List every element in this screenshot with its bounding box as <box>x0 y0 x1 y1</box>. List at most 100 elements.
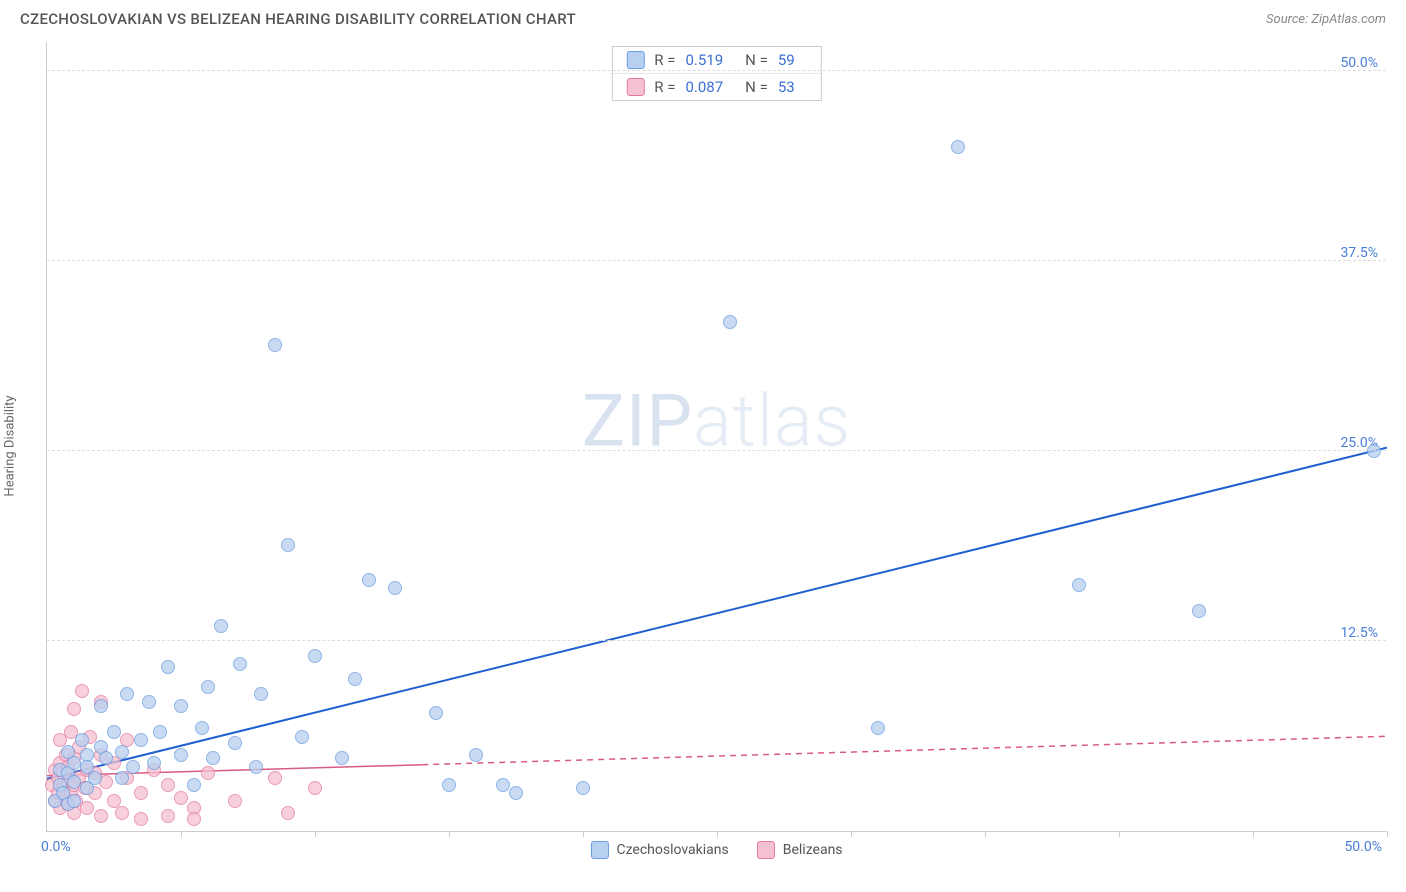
data-point-czech <box>254 687 268 701</box>
data-point-belize <box>94 809 108 823</box>
gridline <box>47 260 1386 261</box>
n-label: N = <box>745 51 768 69</box>
data-point-belize <box>201 766 215 780</box>
data-point-czech <box>469 748 483 762</box>
data-point-czech <box>126 760 140 774</box>
data-point-czech <box>195 721 209 735</box>
data-point-czech <box>723 315 737 329</box>
data-point-czech <box>308 649 322 663</box>
y-tick-label: 50.0% <box>1340 55 1378 71</box>
legend-label-belize: Belizeans <box>783 842 843 858</box>
x-tick <box>851 831 852 837</box>
chart-title: CZECHOSLOVAKIAN VS BELIZEAN HEARING DISA… <box>20 10 576 28</box>
source-label: Source: ZipAtlas.com <box>1266 12 1386 27</box>
data-point-czech <box>214 619 228 633</box>
scatter-chart: ZIPatlas R = 0.519 N = 59 R = 0.087 N = … <box>46 42 1386 832</box>
data-point-czech <box>233 657 247 671</box>
legend-label-czech: Czechoslovakians <box>616 842 728 858</box>
data-point-belize <box>308 781 322 795</box>
data-point-czech <box>335 751 349 765</box>
data-point-czech <box>1192 604 1206 618</box>
data-point-czech <box>187 778 201 792</box>
x-tick <box>583 831 584 837</box>
data-point-czech <box>295 730 309 744</box>
r-value-czech: 0.519 <box>685 51 723 69</box>
data-point-belize <box>161 778 175 792</box>
data-point-czech <box>268 338 282 352</box>
x-tick <box>717 831 718 837</box>
data-point-czech <box>429 706 443 720</box>
data-point-czech <box>576 781 590 795</box>
legend-series: Czechoslovakians Belizeans <box>590 841 842 859</box>
y-axis-label: Hearing Disability <box>3 395 18 496</box>
data-point-czech <box>496 778 510 792</box>
data-point-belize <box>228 794 242 808</box>
data-point-czech <box>115 745 129 759</box>
x-origin-label: 0.0% <box>41 839 71 855</box>
trend-lines-svg <box>47 42 1387 832</box>
data-point-czech <box>951 140 965 154</box>
n-value-belize: 53 <box>778 78 795 96</box>
gridline <box>47 640 1386 641</box>
data-point-czech <box>348 672 362 686</box>
gridline <box>47 70 1386 71</box>
data-point-czech <box>107 725 121 739</box>
r-label: R = <box>654 78 675 96</box>
legend-item-belize: Belizeans <box>757 841 843 859</box>
data-point-czech <box>249 760 263 774</box>
data-point-czech <box>88 771 102 785</box>
data-point-belize <box>174 791 188 805</box>
x-tick <box>1387 831 1388 837</box>
x-tick <box>181 831 182 837</box>
y-tick-label: 12.5% <box>1340 625 1378 641</box>
data-point-czech <box>1367 444 1381 458</box>
swatch-belize-icon <box>757 841 775 859</box>
swatch-czech-icon <box>590 841 608 859</box>
data-point-czech <box>67 756 81 770</box>
data-point-belize <box>187 812 201 826</box>
data-point-belize <box>134 786 148 800</box>
data-point-czech <box>174 748 188 762</box>
gridline <box>47 450 1386 451</box>
data-point-czech <box>147 756 161 770</box>
data-point-belize <box>134 812 148 826</box>
swatch-czech-icon <box>626 51 644 69</box>
data-point-czech <box>153 725 167 739</box>
data-point-belize <box>67 702 81 716</box>
data-point-belize <box>161 809 175 823</box>
data-point-czech <box>201 680 215 694</box>
data-point-czech <box>388 581 402 595</box>
data-point-czech <box>161 660 175 674</box>
data-point-czech <box>509 786 523 800</box>
x-tick <box>1253 831 1254 837</box>
data-point-belize <box>281 806 295 820</box>
data-point-belize <box>268 771 282 785</box>
n-value-czech: 59 <box>778 51 795 69</box>
swatch-belize-icon <box>626 78 644 96</box>
data-point-czech <box>142 695 156 709</box>
n-label: N = <box>745 78 768 96</box>
data-point-belize <box>115 806 129 820</box>
data-point-czech <box>67 775 81 789</box>
data-point-czech <box>1072 578 1086 592</box>
data-point-czech <box>120 687 134 701</box>
legend-stats: R = 0.519 N = 59 R = 0.087 N = 53 <box>611 46 821 101</box>
data-point-czech <box>67 794 81 808</box>
data-point-czech <box>134 733 148 747</box>
data-point-czech <box>442 778 456 792</box>
data-point-czech <box>174 699 188 713</box>
data-point-czech <box>228 736 242 750</box>
data-point-czech <box>206 751 220 765</box>
y-tick-label: 37.5% <box>1340 245 1378 261</box>
r-label: R = <box>654 51 675 69</box>
data-point-czech <box>871 721 885 735</box>
r-value-belize: 0.087 <box>685 78 723 96</box>
data-point-czech <box>281 538 295 552</box>
x-tick <box>315 831 316 837</box>
data-point-czech <box>115 771 129 785</box>
data-point-czech <box>94 699 108 713</box>
x-tick <box>449 831 450 837</box>
data-point-belize <box>80 801 94 815</box>
legend-item-czech: Czechoslovakians <box>590 841 728 859</box>
x-tick <box>1119 831 1120 837</box>
